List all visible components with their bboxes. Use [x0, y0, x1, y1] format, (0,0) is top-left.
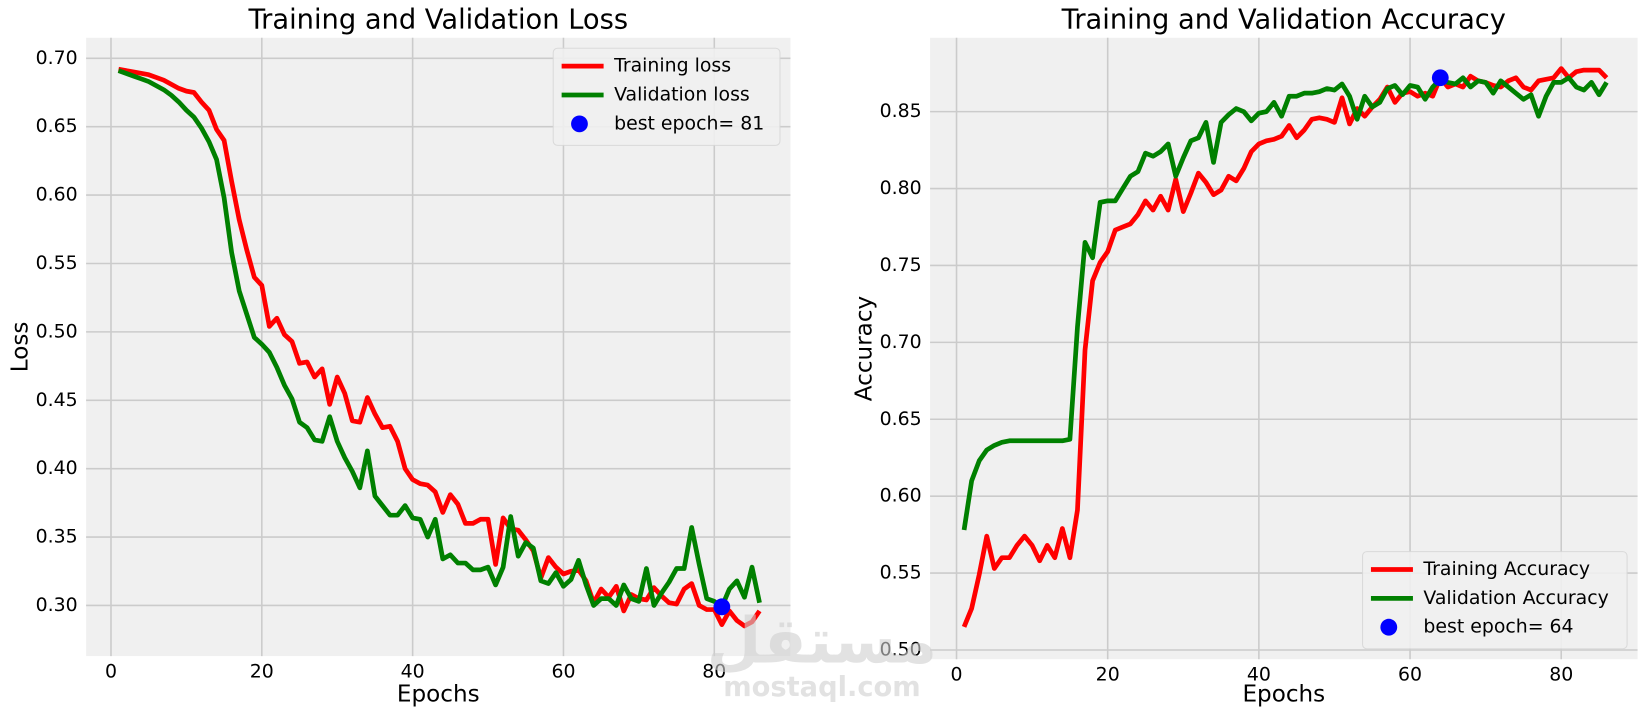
chart-title: Training and Validation Accuracy: [1061, 4, 1506, 35]
y-tick-label: 0.55: [36, 252, 78, 274]
x-tick-label: 20: [250, 660, 274, 682]
legend-label: best epoch= 64: [1423, 616, 1573, 638]
y-tick-label: 0.70: [880, 331, 922, 353]
y-tick-label: 0.55: [880, 562, 922, 584]
y-axis-label: Accuracy: [851, 296, 877, 401]
watermark-logo: مستقل: [707, 605, 937, 678]
y-tick-label: 0.80: [880, 177, 922, 199]
x-tick-label: 60: [551, 660, 575, 682]
legend-box: [552, 47, 781, 146]
y-axis-label: Loss: [8, 322, 34, 373]
y-tick-label: 0.60: [880, 485, 922, 507]
legend-marker: [571, 115, 588, 133]
chart-title: Training and Validation Loss: [248, 4, 629, 35]
x-tick-label: 20: [1096, 663, 1120, 685]
x-tick-label: 0: [105, 660, 117, 682]
y-tick-label: 0.65: [36, 115, 78, 137]
x-axis-label: Epochs: [1242, 681, 1325, 707]
y-tick-label: 0.45: [36, 389, 78, 411]
y-tick-label: 0.30: [36, 594, 78, 616]
y-tick-label: 0.60: [36, 184, 78, 206]
data-line: [117, 68, 762, 610]
x-tick-label: 80: [702, 660, 726, 682]
chart: Training and Validation LossEpochsLoss0.…: [8, 4, 791, 707]
x-tick-label: 80: [1549, 663, 1573, 685]
y-tick-label: 0.75: [880, 254, 922, 276]
legend-label: Training loss: [613, 55, 731, 77]
legend-label: best epoch= 81: [614, 112, 764, 134]
x-axis-label: Epochs: [397, 681, 480, 707]
y-tick-label: 0.65: [880, 408, 922, 430]
x-tick-label: 0: [951, 663, 963, 685]
x-tick-label: 40: [401, 660, 425, 682]
data-line: [961, 75, 1609, 531]
y-tick-label: 0.70: [36, 47, 78, 69]
best-point: [713, 598, 731, 616]
legend-label: Validation loss: [614, 83, 750, 105]
y-tick-label: 0.85: [880, 100, 922, 122]
chart: Training and Validation Accuracy Epochs Ac…: [851, 4, 1638, 707]
y-tick-label: 0.50: [880, 638, 922, 660]
legend-box: [1362, 551, 1628, 650]
x-tick-label: 40: [1247, 663, 1271, 685]
legend-label: Validation Accuracy: [1423, 587, 1608, 609]
y-tick-label: 0.35: [36, 526, 78, 548]
x-tick-label: 60: [1398, 663, 1422, 685]
y-tick-label: 0.40: [36, 457, 78, 479]
y-tick-label: 0.50: [36, 320, 78, 342]
legend-label: Training Accuracy: [1422, 558, 1590, 580]
watermark-text: mostaql.com: [723, 672, 920, 703]
legend-marker: [1380, 618, 1398, 636]
best-point: [1431, 69, 1449, 87]
